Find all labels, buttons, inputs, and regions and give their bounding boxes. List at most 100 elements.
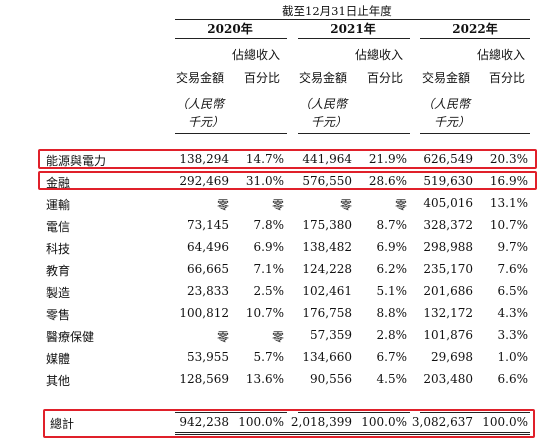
unit-2021-l2: 千元） bbox=[311, 115, 348, 129]
unit-2020-l1: （人民幣 bbox=[176, 97, 225, 111]
highlight-finance-row bbox=[38, 171, 537, 190]
cell-2020-pct: 10.7% bbox=[245, 306, 284, 320]
cell-2022-pct: 13.1% bbox=[489, 196, 528, 210]
cell-2021-amount: 57,359 bbox=[310, 328, 352, 342]
cell-2022-amount: 201,686 bbox=[423, 284, 473, 298]
cell-2020-amount: 23,833 bbox=[187, 284, 229, 298]
cell-2021-pct: 8.8% bbox=[376, 306, 408, 320]
total-double-rule-a bbox=[175, 432, 530, 433]
amount-header-2022: 交易金額 bbox=[422, 71, 471, 85]
row-label: 零售 bbox=[46, 308, 71, 322]
total-2022-amount: 3,082,637 bbox=[411, 415, 473, 429]
header-rule-2021 bbox=[298, 133, 410, 134]
year-2022: 2022年 bbox=[452, 22, 498, 36]
cell-2020-amount: 64,496 bbox=[187, 240, 229, 254]
row-label: 金融 bbox=[46, 176, 71, 190]
pct-header-2021-l2: 百分比 bbox=[367, 71, 404, 85]
unit-2020-l2: 千元） bbox=[188, 115, 225, 129]
cell-2022-pct: 6.6% bbox=[497, 372, 529, 386]
total-2020-amount: 942,238 bbox=[179, 415, 229, 429]
cell-2020-pct: 31.0% bbox=[245, 174, 284, 188]
pct-header-2021-l1: 佔總收入 bbox=[355, 48, 404, 62]
total-2022-pct: 100.0% bbox=[482, 415, 528, 429]
highlight-total-row bbox=[43, 409, 535, 438]
unit-2021-l1: （人民幣 bbox=[299, 97, 348, 111]
highlight-energy-row bbox=[38, 149, 537, 169]
cell-2022-amount: 328,372 bbox=[423, 218, 473, 232]
cell-2021-pct: 6.2% bbox=[376, 262, 408, 276]
year-2020: 2020年 bbox=[207, 22, 253, 36]
total-label: 總計 bbox=[50, 417, 75, 431]
cell-2020-pct: 2.5% bbox=[253, 284, 285, 298]
cell-2022-pct: 7.6% bbox=[497, 262, 529, 276]
year-rule-2021 bbox=[298, 38, 410, 39]
cell-2020-amount: 零 bbox=[216, 198, 229, 212]
cell-2022-pct: 20.3% bbox=[489, 152, 528, 166]
cell-2021-amount: 176,758 bbox=[302, 306, 352, 320]
total-rule-2020 bbox=[175, 412, 287, 413]
cell-2020-amount: 73,145 bbox=[187, 218, 229, 232]
cell-2020-pct: 零 bbox=[271, 330, 284, 344]
cell-2020-pct: 7.1% bbox=[253, 262, 285, 276]
year-rule-2020 bbox=[175, 38, 287, 39]
cell-2022-amount: 298,988 bbox=[423, 240, 473, 254]
row-label: 電信 bbox=[46, 220, 71, 234]
unit-2022-l1: （人民幣 bbox=[422, 97, 471, 111]
total-2021-pct: 100.0% bbox=[361, 415, 407, 429]
year-2021: 2021年 bbox=[330, 22, 376, 36]
cell-2021-pct: 4.5% bbox=[376, 372, 408, 386]
cell-2021-amount: 124,228 bbox=[302, 262, 352, 276]
row-label: 製造 bbox=[46, 286, 71, 300]
cell-2022-pct: 9.7% bbox=[497, 240, 529, 254]
cell-2022-pct: 10.7% bbox=[489, 218, 528, 232]
cell-2020-pct: 零 bbox=[271, 198, 284, 212]
cell-2021-amount: 90,556 bbox=[310, 372, 352, 386]
cell-2021-pct: 8.7% bbox=[376, 218, 408, 232]
cell-2022-pct: 3.3% bbox=[497, 328, 529, 342]
cell-2022-amount: 132,172 bbox=[423, 306, 473, 320]
cell-2022-pct: 1.0% bbox=[497, 350, 529, 364]
row-label: 教育 bbox=[46, 264, 71, 278]
cell-2021-pct: 6.9% bbox=[376, 240, 408, 254]
cell-2020-pct: 7.8% bbox=[253, 218, 285, 232]
total-rule-2021 bbox=[298, 412, 410, 413]
header-rule-2022 bbox=[420, 133, 530, 134]
cell-2022-amount: 626,549 bbox=[423, 152, 473, 166]
cell-2021-amount: 175,380 bbox=[302, 218, 352, 232]
cell-2022-pct: 4.3% bbox=[497, 306, 529, 320]
total-2021-amount: 2,018,399 bbox=[290, 415, 352, 429]
header-rule-2020 bbox=[175, 133, 287, 134]
cell-2020-amount: 66,665 bbox=[187, 262, 229, 276]
row-label: 媒體 bbox=[46, 352, 71, 366]
cell-2021-amount: 441,964 bbox=[302, 152, 352, 166]
cell-2020-pct: 13.6% bbox=[245, 372, 284, 386]
row-label: 科技 bbox=[46, 242, 71, 256]
total-double-rule-b bbox=[175, 434, 530, 435]
cell-2020-amount: 138,294 bbox=[179, 152, 229, 166]
cell-2022-amount: 519,630 bbox=[423, 174, 473, 188]
cell-2021-pct: 5.1% bbox=[376, 284, 408, 298]
cell-2020-pct: 5.7% bbox=[253, 350, 285, 364]
amount-header-2021: 交易金額 bbox=[299, 71, 348, 85]
cell-2020-amount: 292,469 bbox=[179, 174, 229, 188]
cell-2021-amount: 134,660 bbox=[302, 350, 352, 364]
year-rule-2022 bbox=[420, 38, 530, 39]
pct-header-2020-l1: 佔總收入 bbox=[232, 48, 281, 62]
cell-2022-pct: 16.9% bbox=[489, 174, 528, 188]
row-label: 其他 bbox=[46, 374, 71, 388]
cell-2020-pct: 6.9% bbox=[253, 240, 285, 254]
amount-header-2020: 交易金額 bbox=[176, 71, 225, 85]
cell-2020-amount: 零 bbox=[216, 330, 229, 344]
row-label: 醫療保健 bbox=[46, 330, 95, 344]
cell-2022-amount: 235,170 bbox=[423, 262, 473, 276]
cell-2022-amount: 203,480 bbox=[423, 372, 473, 386]
cell-2021-pct: 21.9% bbox=[368, 152, 407, 166]
header-rule-top bbox=[175, 19, 530, 20]
cell-2021-pct: 28.6% bbox=[368, 174, 407, 188]
row-label: 能源與電力 bbox=[46, 154, 107, 168]
cell-2021-pct: 零 bbox=[394, 198, 407, 212]
cell-2020-amount: 128,569 bbox=[179, 372, 229, 386]
pct-header-2022-l1: 佔總收入 bbox=[477, 48, 526, 62]
cell-2021-amount: 576,550 bbox=[302, 174, 352, 188]
cell-2021-amount: 零 bbox=[339, 198, 352, 212]
